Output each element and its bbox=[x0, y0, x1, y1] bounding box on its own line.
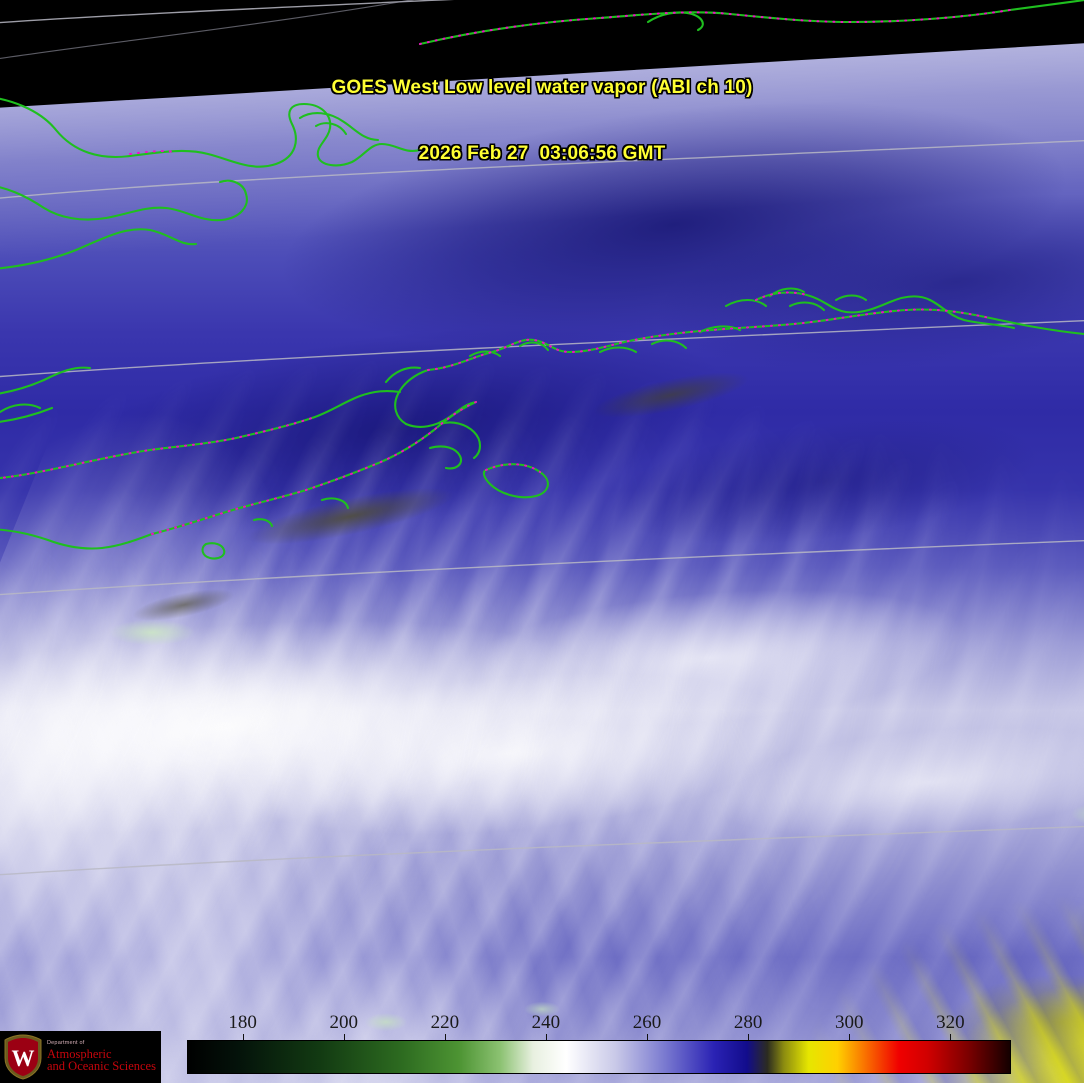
colorbar-gradient bbox=[187, 1040, 1011, 1074]
colorbar-tick-label: 300 bbox=[834, 1012, 864, 1033]
colorbar-tick-mark bbox=[950, 1034, 952, 1040]
uw-aos-logo: W Department of Atmospheric and Oceanic … bbox=[0, 1031, 161, 1083]
logo-dept-line: Department of bbox=[47, 1039, 85, 1046]
colorbar-labels: 180 200 220 240 260 280 300 320 bbox=[187, 1012, 1011, 1034]
colorbar-ticks bbox=[187, 1034, 1011, 1040]
logo-line-2: and Oceanic Sciences bbox=[47, 1059, 156, 1074]
colorbar-tick-mark bbox=[343, 1034, 345, 1040]
colorbar-tick-label: 200 bbox=[329, 1012, 358, 1033]
colorbar-tick-mark bbox=[647, 1034, 649, 1040]
colorbar bbox=[187, 1034, 1011, 1074]
svg-text:W: W bbox=[12, 1046, 35, 1071]
colorbar-tick-mark bbox=[444, 1034, 446, 1040]
uw-crest-icon: W bbox=[4, 1034, 42, 1080]
colorbar-tick-label: 240 bbox=[531, 1012, 561, 1033]
colorbar-tick-label: 320 bbox=[936, 1012, 965, 1033]
colorbar-tick-label: 180 bbox=[228, 1012, 257, 1033]
colorbar-tick-mark bbox=[849, 1034, 851, 1040]
logo-line-1: Atmospheric bbox=[47, 1046, 112, 1061]
colorbar-tick-mark bbox=[748, 1034, 750, 1040]
colorbar-tick-label: 260 bbox=[632, 1012, 662, 1033]
logo-text-block: Department of Atmospheric and Oceanic Sc… bbox=[47, 1039, 156, 1074]
colorbar-tick-mark bbox=[545, 1034, 547, 1040]
colorbar-tick-mark bbox=[242, 1034, 244, 1040]
colorbar-tick-label: 280 bbox=[733, 1012, 763, 1033]
colorbar-tick-label: 220 bbox=[430, 1012, 460, 1033]
